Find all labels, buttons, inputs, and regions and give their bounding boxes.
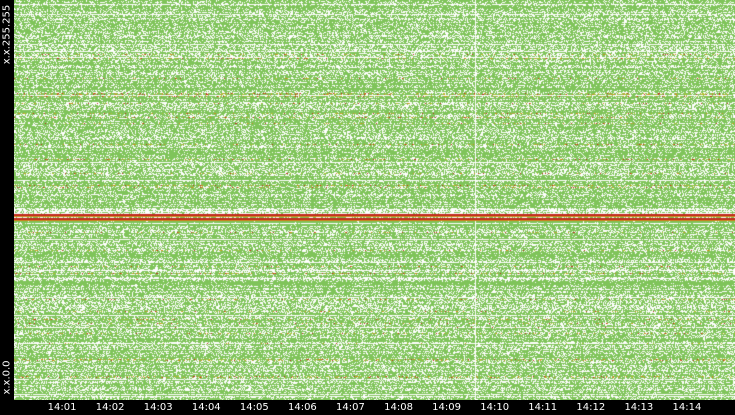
x-tick-label: 14:10	[480, 402, 510, 413]
x-tick-label: 14:12	[576, 402, 606, 413]
x-tick-label: 14:09	[432, 402, 462, 413]
x-tick-label: 14:14	[672, 402, 702, 413]
x-tick-label: 14:11	[528, 402, 558, 413]
x-tick-label: 14:02	[95, 402, 125, 413]
x-tick-label: 14:07	[336, 402, 365, 413]
x-tick-label: 14:03	[143, 402, 173, 413]
x-tick-label: 14:05	[239, 402, 269, 413]
x-tick-label: 14:04	[191, 402, 221, 413]
x-tick-label: 14:01	[47, 402, 77, 413]
y-axis-labels: x.x.255.255 x.x.0.0	[0, 0, 14, 400]
x-tick-label: 14:08	[384, 402, 413, 413]
x-tick-label: 14:13	[624, 402, 654, 413]
x-axis: 14:01 14:02 14:03 14:04 14:05 14:06 14:07 14:08…	[14, 400, 735, 415]
y-label-bottom: x.x.0.0	[1, 360, 13, 395]
heatmap-plot-area	[14, 0, 735, 400]
x-tick-label: 14:06	[287, 402, 317, 413]
y-label-top: x.x.255.255	[1, 4, 13, 64]
